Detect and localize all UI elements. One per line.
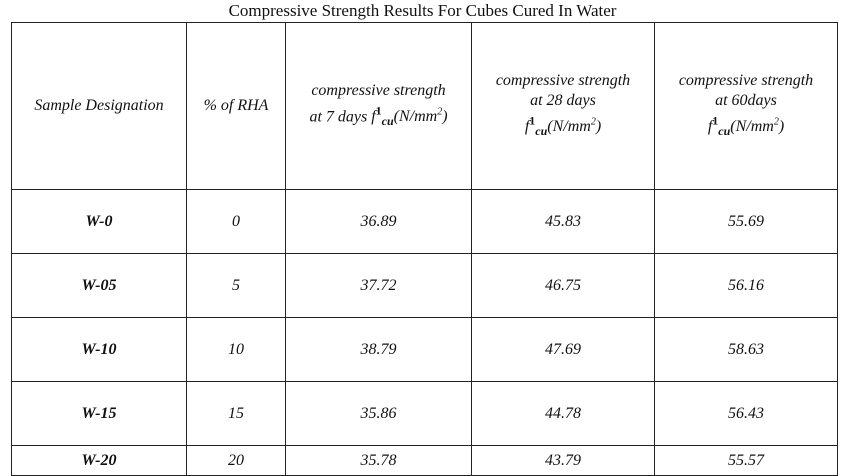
header-28-line1: compressive strength bbox=[495, 71, 631, 89]
table-title: Compressive Strength Results For Cubes C… bbox=[228, 1, 617, 20]
strength-7-cell: 38.79 bbox=[285, 317, 472, 382]
header-strength-7-days: compressive strength at 7 days f1cu(N/mm… bbox=[285, 22, 472, 190]
strength-7-cell: 36.89 bbox=[285, 189, 472, 254]
strength-60-cell: 55.57 bbox=[654, 445, 838, 476]
sample-cell: W-0 bbox=[11, 189, 187, 254]
table-row: W-05 5 37.72 46.75 56.16 bbox=[11, 253, 838, 318]
rha-cell: 20 bbox=[186, 445, 286, 476]
strength-60-cell: 58.63 bbox=[654, 317, 838, 382]
header-rha-percent: % of RHA bbox=[186, 22, 286, 190]
sample-cell: W-20 bbox=[11, 445, 187, 476]
strength-60-cell: 55.69 bbox=[654, 189, 838, 254]
rha-cell: 0 bbox=[186, 189, 286, 254]
header-60-line2: at 60days bbox=[715, 91, 777, 109]
table-row: W-20 20 35.78 43.79 55.57 bbox=[11, 445, 838, 476]
strength-28-cell: 47.69 bbox=[471, 317, 655, 382]
strength-28-cell: 45.83 bbox=[471, 189, 655, 254]
rha-cell: 15 bbox=[186, 381, 286, 446]
header-60-line3: f1cu(N/mm2) bbox=[655, 111, 837, 142]
strength-60-cell: 56.43 bbox=[654, 381, 838, 446]
strength-28-cell: 46.75 bbox=[471, 253, 655, 318]
header-28-line2: at 28 days bbox=[530, 91, 596, 109]
strength-symbol: f1cu bbox=[371, 103, 394, 129]
header-7-line1: compressive strength bbox=[311, 81, 446, 99]
header-row: Sample Designation % of RHA compressive … bbox=[11, 22, 838, 190]
header-7-days-text: at 7 days bbox=[309, 108, 368, 126]
unit-label: (N/mm2) bbox=[730, 116, 785, 136]
table-row: W-10 10 38.79 47.69 58.63 bbox=[11, 317, 838, 382]
strength-symbol: f1cu bbox=[524, 113, 548, 139]
strength-28-cell: 44.78 bbox=[471, 381, 655, 446]
sample-cell: W-05 bbox=[11, 253, 187, 318]
strength-7-cell: 37.72 bbox=[285, 253, 472, 318]
header-strength-28-days: compressive strength at 28 days f1cu(N/m… bbox=[471, 22, 655, 190]
unit-label: (N/mm2) bbox=[547, 116, 602, 136]
strength-60-cell: 56.16 bbox=[654, 253, 838, 318]
header-60-line1: compressive strength bbox=[678, 71, 814, 89]
header-strength-60-days: compressive strength at 60days f1cu(N/mm… bbox=[654, 22, 838, 190]
strength-7-cell: 35.78 bbox=[285, 445, 472, 476]
sample-cell: W-15 bbox=[11, 381, 187, 446]
compressive-strength-table: Sample Designation % of RHA compressive … bbox=[11, 22, 838, 476]
table-row: W-15 15 35.86 44.78 56.43 bbox=[11, 381, 838, 446]
table-row: W-0 0 36.89 45.83 55.69 bbox=[11, 189, 838, 254]
rha-cell: 5 bbox=[186, 253, 286, 318]
header-28-line3: f1cu(N/mm2) bbox=[472, 111, 654, 142]
header-sample-designation: Sample Designation bbox=[11, 22, 187, 190]
header-7-line2: at 7 days f1cu(N/mm2) bbox=[286, 101, 471, 132]
strength-symbol: f1cu bbox=[707, 113, 731, 139]
rha-cell: 10 bbox=[186, 317, 286, 382]
strength-28-cell: 43.79 bbox=[471, 445, 655, 476]
sample-cell: W-10 bbox=[11, 317, 187, 382]
strength-7-cell: 35.86 bbox=[285, 381, 472, 446]
unit-label: (N/mm2) bbox=[393, 106, 448, 126]
